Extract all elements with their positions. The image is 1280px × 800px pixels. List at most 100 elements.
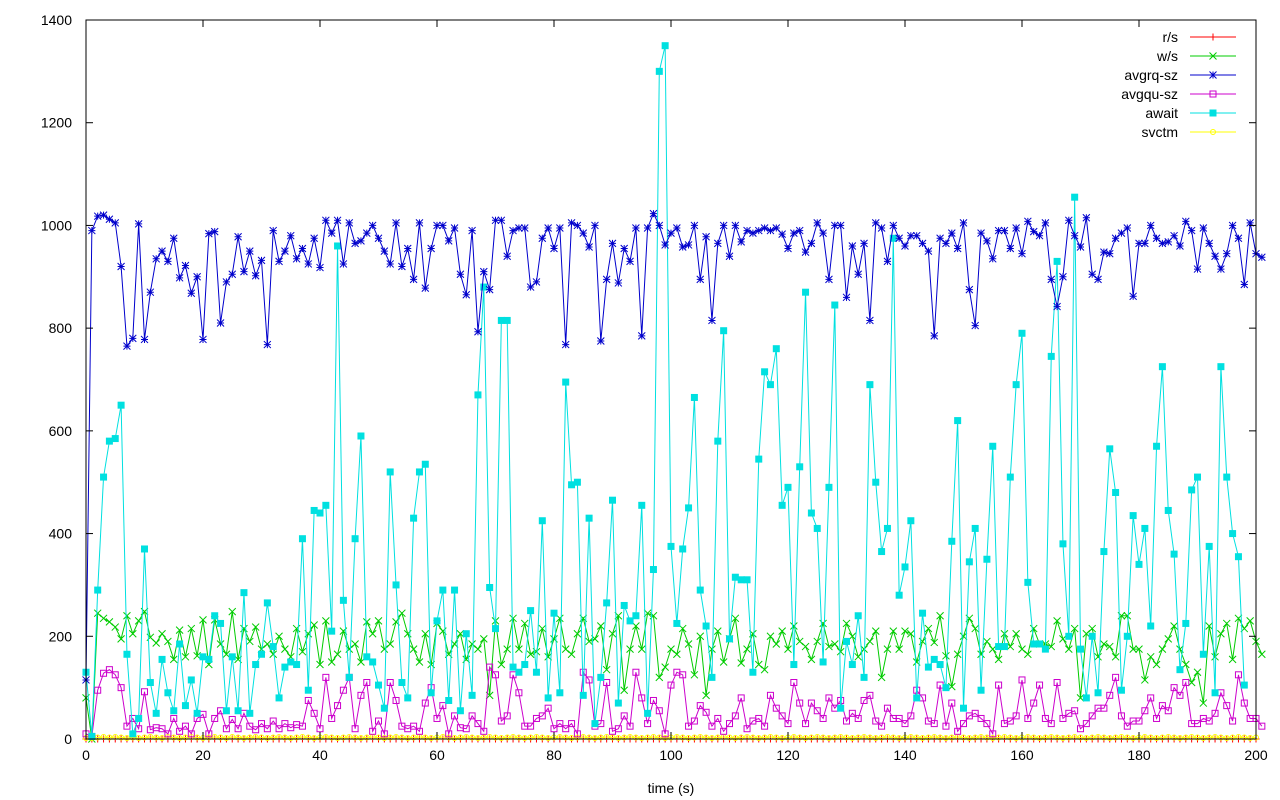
data-point [158, 725, 166, 733]
data-point [164, 637, 172, 646]
data-point [357, 432, 365, 440]
data-point [1135, 645, 1143, 653]
data-point [1176, 242, 1184, 250]
data-point [866, 381, 874, 389]
data-point [129, 730, 137, 738]
data-point [269, 226, 278, 235]
data-point [170, 734, 177, 741]
data-point [1018, 249, 1026, 258]
data-point [766, 691, 774, 699]
data-point [310, 234, 319, 243]
data-point [252, 661, 260, 669]
data-point [1164, 635, 1173, 643]
data-point [134, 617, 143, 625]
data-point [1070, 624, 1079, 633]
data-point [410, 722, 418, 730]
data-point [703, 734, 710, 741]
data-point [1000, 226, 1009, 235]
data-point [386, 468, 394, 476]
data-point [1258, 722, 1266, 730]
data-point [340, 734, 347, 741]
data-point [275, 694, 283, 702]
data-point [960, 734, 967, 741]
data-point [959, 219, 968, 227]
data-point [778, 501, 786, 509]
data-point [819, 619, 827, 628]
data-point [1112, 734, 1119, 741]
data-point [1042, 734, 1049, 741]
data-point [1199, 650, 1207, 658]
data-point [1135, 560, 1143, 568]
data-point [720, 327, 728, 335]
data-point [392, 696, 400, 704]
data-point [1013, 734, 1020, 741]
data-point [228, 653, 236, 661]
data-point [1222, 249, 1231, 258]
data-point [749, 734, 756, 741]
data-point [222, 707, 230, 715]
data-point [1082, 213, 1091, 222]
data-point [644, 720, 652, 728]
data-point [333, 216, 342, 225]
data-point [890, 734, 897, 741]
data-point [293, 734, 300, 741]
data-point [181, 652, 190, 661]
data-point [275, 632, 283, 641]
data-point [258, 650, 265, 658]
data-point [966, 734, 973, 741]
data-point [1234, 234, 1243, 243]
data-point [579, 668, 587, 676]
data-point [152, 639, 161, 647]
data-point [1135, 717, 1143, 725]
data-point [609, 496, 616, 504]
data-point [263, 725, 271, 733]
data-point [1123, 632, 1131, 640]
x-tick-label: 0 [82, 747, 90, 763]
data-point [468, 691, 476, 699]
data-point [556, 720, 564, 728]
data-point [766, 226, 775, 235]
data-point [275, 725, 283, 733]
data-point [281, 247, 289, 255]
data-point [819, 229, 827, 237]
data-point [316, 660, 324, 669]
data-point [235, 734, 242, 741]
data-point [643, 224, 652, 232]
data-point [860, 673, 868, 681]
data-point [649, 209, 658, 218]
data-point [691, 734, 698, 741]
data-point [246, 709, 254, 717]
x-tick-label: 160 [1010, 747, 1034, 763]
data-point [907, 517, 915, 525]
data-point [503, 712, 511, 720]
data-point [474, 327, 482, 336]
data-point [538, 234, 547, 243]
data-point [994, 655, 1003, 664]
data-point [615, 734, 622, 741]
data-point [848, 709, 856, 717]
data-point [860, 239, 868, 248]
data-point [913, 734, 920, 741]
data-point [1036, 734, 1043, 741]
data-point [439, 702, 447, 710]
data-point [193, 709, 201, 717]
data-point [216, 319, 225, 327]
data-point [1135, 239, 1143, 248]
data-point [679, 545, 687, 553]
data-point [661, 241, 670, 249]
data-point [889, 627, 898, 636]
data-point [386, 679, 394, 687]
data-point [128, 334, 137, 343]
data-point [211, 612, 219, 620]
data-point [321, 617, 330, 625]
data-point [328, 734, 335, 741]
data-point [176, 640, 184, 648]
data-point [281, 663, 289, 671]
data-point [632, 224, 640, 232]
data-point [380, 730, 388, 738]
data-point [345, 219, 354, 227]
data-point [690, 393, 698, 401]
data-point [386, 640, 395, 648]
data-point [135, 714, 143, 722]
data-point [1064, 645, 1073, 653]
